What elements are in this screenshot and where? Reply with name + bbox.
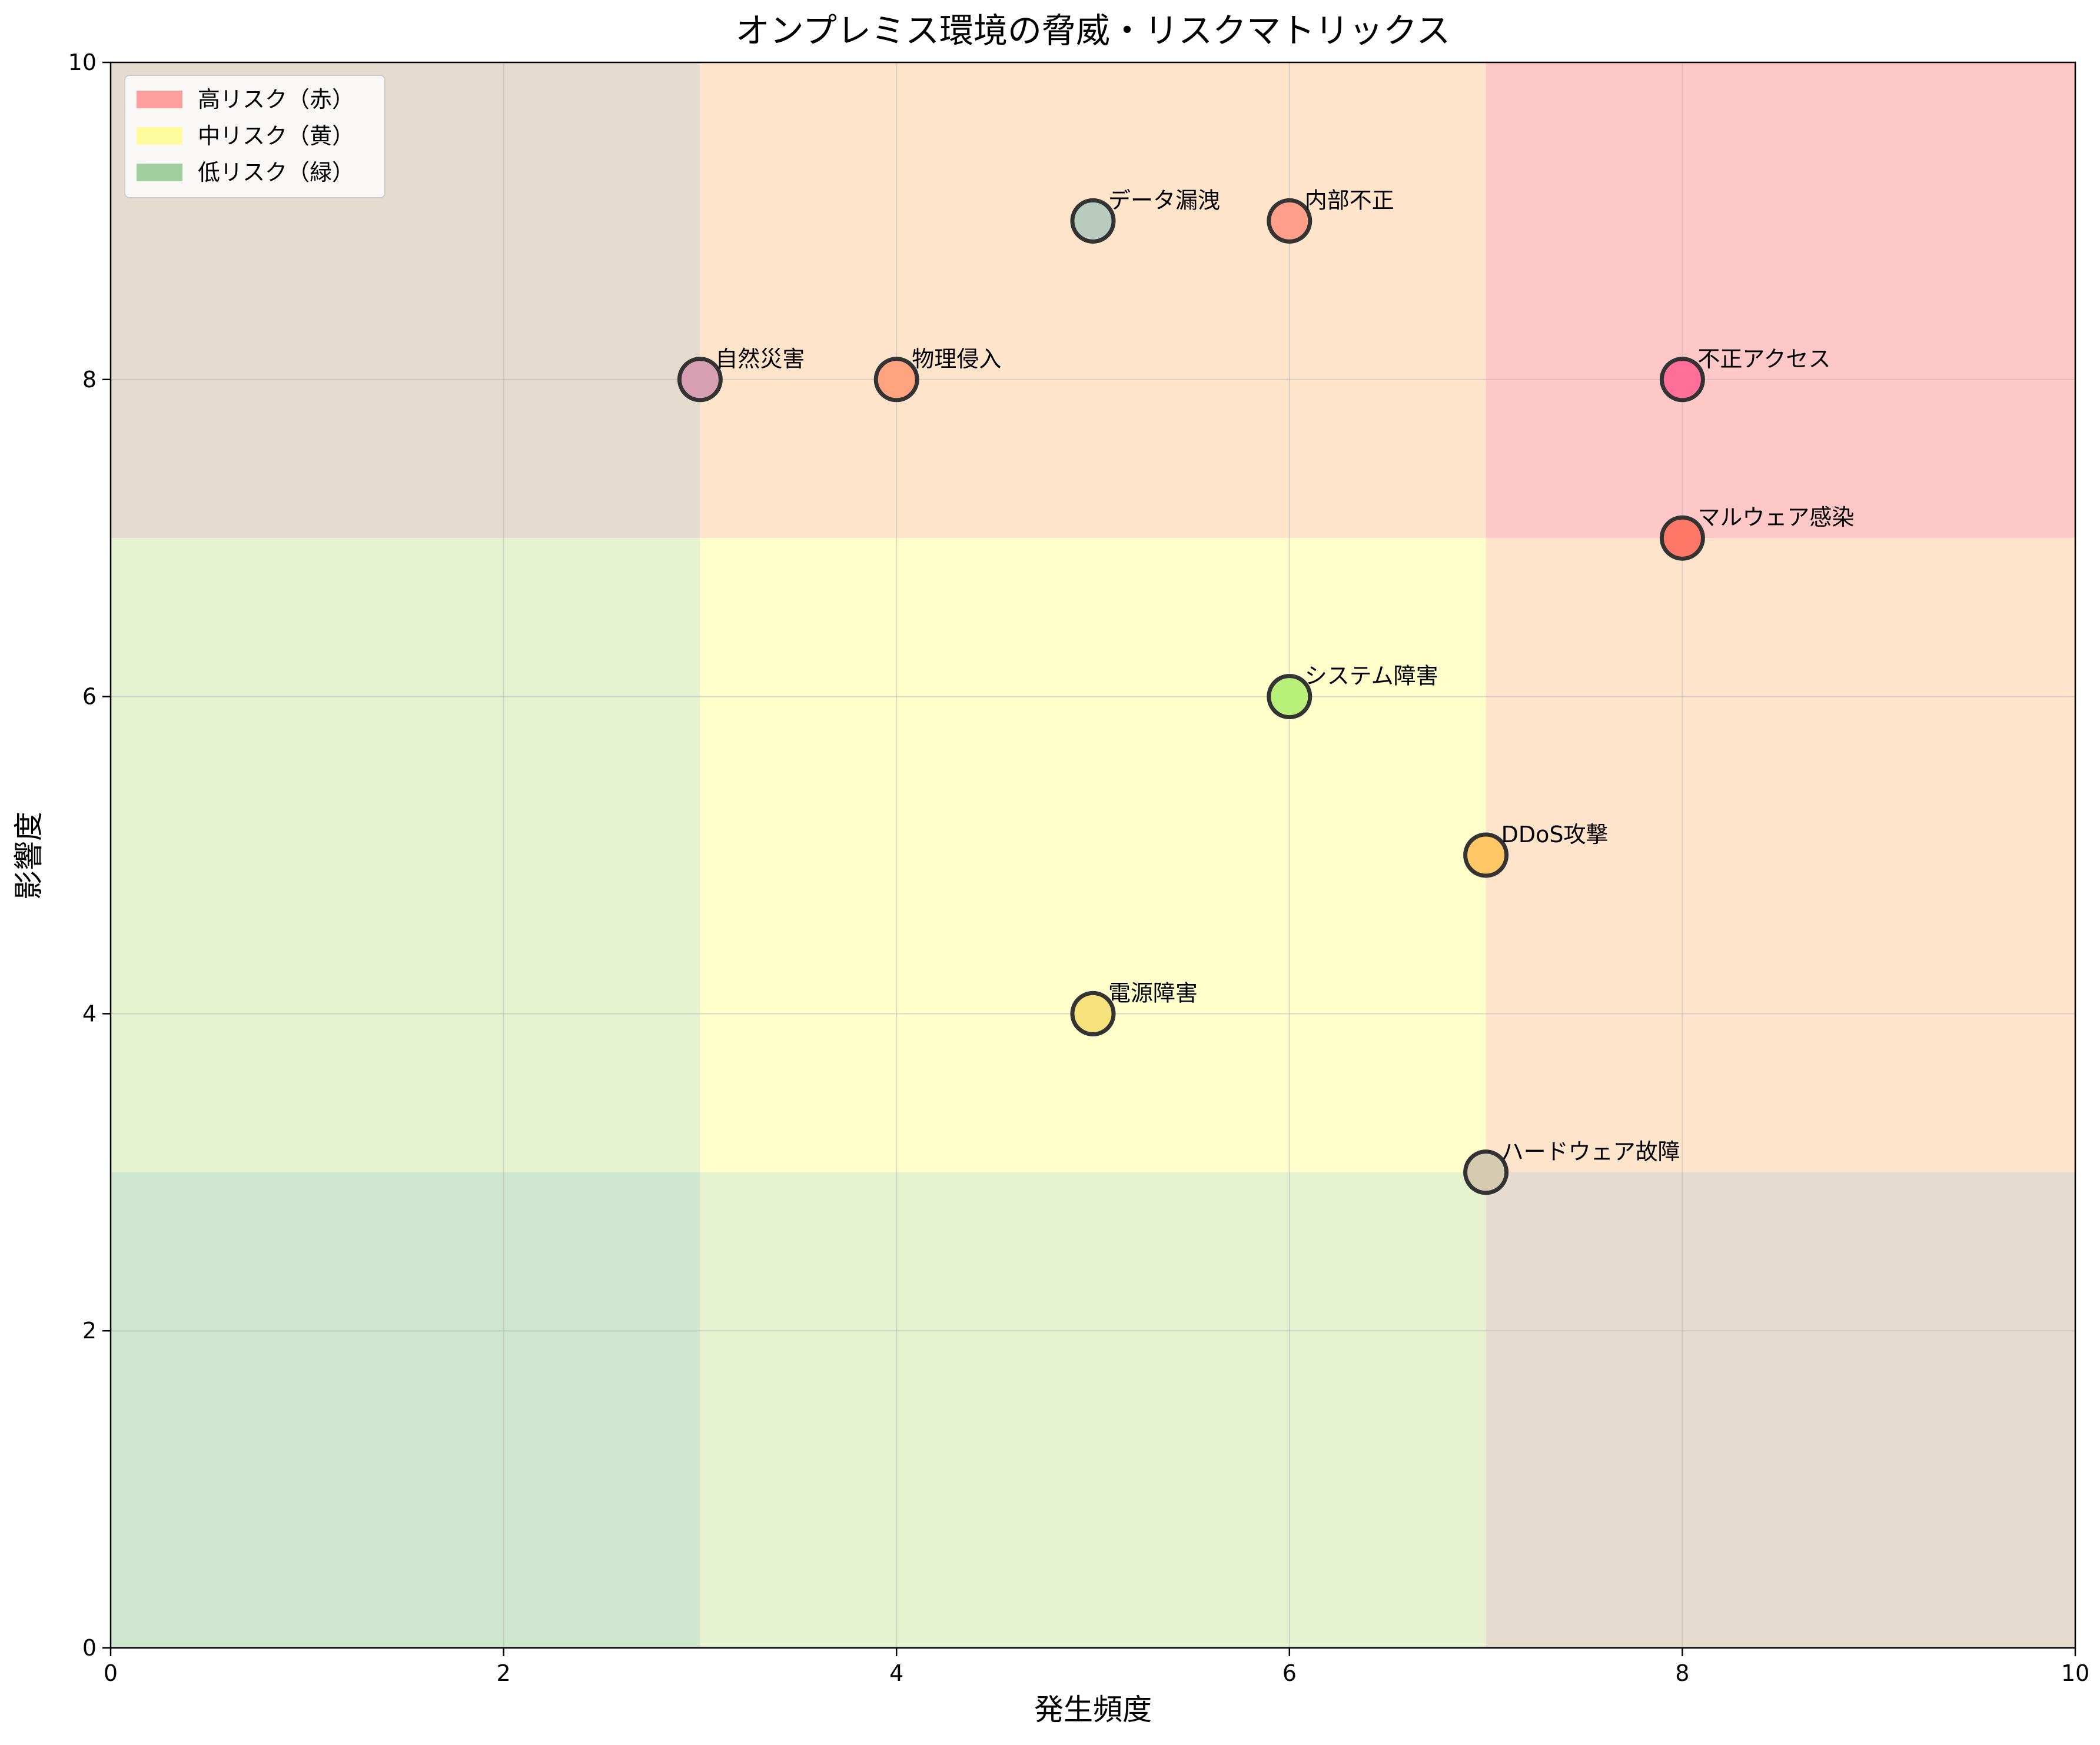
- data-point-5: [873, 357, 919, 403]
- point-label-3: データ漏洩: [1108, 187, 1220, 213]
- point-label-4: 内部不正: [1305, 187, 1394, 213]
- risk-region-1: [700, 62, 1486, 539]
- legend-box: [124, 75, 386, 198]
- data-point-0: [1659, 357, 1705, 403]
- data-point-7: [1463, 1149, 1509, 1195]
- chart-title: オンプレミス環境の脅威・リスクマトリックス: [736, 11, 1451, 51]
- x-tick-label-5: 10: [2061, 1660, 2089, 1686]
- y-tick-label-0: 0: [82, 1635, 97, 1661]
- risk-region-7: [700, 1172, 1486, 1648]
- point-label-5: 物理侵入: [912, 346, 1001, 372]
- risk-region-0: [1486, 62, 2075, 539]
- point-label-8: 電源障害: [1108, 980, 1198, 1006]
- y-tick-label-3: 6: [82, 684, 97, 710]
- x-tick-label-0: 0: [104, 1660, 118, 1686]
- y-axis-label: 影響度: [12, 812, 46, 900]
- risk-region-8: [111, 1172, 700, 1648]
- risk-region-6: [1486, 1172, 2075, 1648]
- data-point-4: [1267, 198, 1312, 244]
- data-point-2: [1463, 832, 1509, 878]
- data-point-3: [1070, 198, 1116, 244]
- data-points: [677, 198, 1705, 1195]
- legend-swatch-0: [137, 91, 182, 108]
- data-point-9: [1267, 674, 1312, 720]
- risk-region-5: [111, 538, 700, 1172]
- point-label-2: DDoS攻撃: [1501, 822, 1609, 847]
- data-point-6: [677, 357, 723, 403]
- legend-swatch-2: [137, 164, 182, 181]
- risk-region-3: [1486, 538, 2075, 1172]
- y-tick-label-5: 10: [68, 49, 97, 75]
- risk-regions: [111, 62, 2075, 1648]
- risk-region-4: [700, 538, 1486, 1172]
- legend: 高リスク（赤） 中リスク（黄） 低リスク（緑）: [124, 75, 386, 198]
- point-label-1: マルウェア感染: [1697, 504, 1854, 530]
- x-tick-label-1: 2: [497, 1660, 511, 1686]
- legend-swatch-1: [137, 127, 182, 145]
- point-label-6: 自然災害: [715, 346, 805, 372]
- x-axis-label: 発生頻度: [1034, 1693, 1152, 1727]
- x-tick-label-3: 6: [1282, 1660, 1297, 1686]
- legend-label-0: 高リスク（赤）: [198, 87, 354, 112]
- data-point-8: [1070, 991, 1116, 1036]
- point-label-7: ハードウェア故障: [1501, 1139, 1680, 1165]
- y-tick-label-1: 2: [82, 1318, 97, 1344]
- axis-ticks: 0 2 4 6 8 10 0 2 4 6 8 10: [68, 49, 2090, 1686]
- plot-frame: [109, 61, 2076, 1649]
- y-tick-label-4: 8: [82, 367, 97, 393]
- data-point-1: [1659, 515, 1705, 561]
- point-label-0: 不正アクセス: [1697, 346, 1830, 372]
- legend-label-2: 低リスク（緑）: [198, 159, 354, 185]
- point-label-9: システム障害: [1305, 663, 1438, 689]
- y-tick-label-2: 4: [82, 1001, 97, 1026]
- x-tick-label-4: 8: [1675, 1660, 1689, 1686]
- legend-label-1: 中リスク（黄）: [198, 123, 354, 149]
- x-tick-label-2: 4: [889, 1660, 903, 1686]
